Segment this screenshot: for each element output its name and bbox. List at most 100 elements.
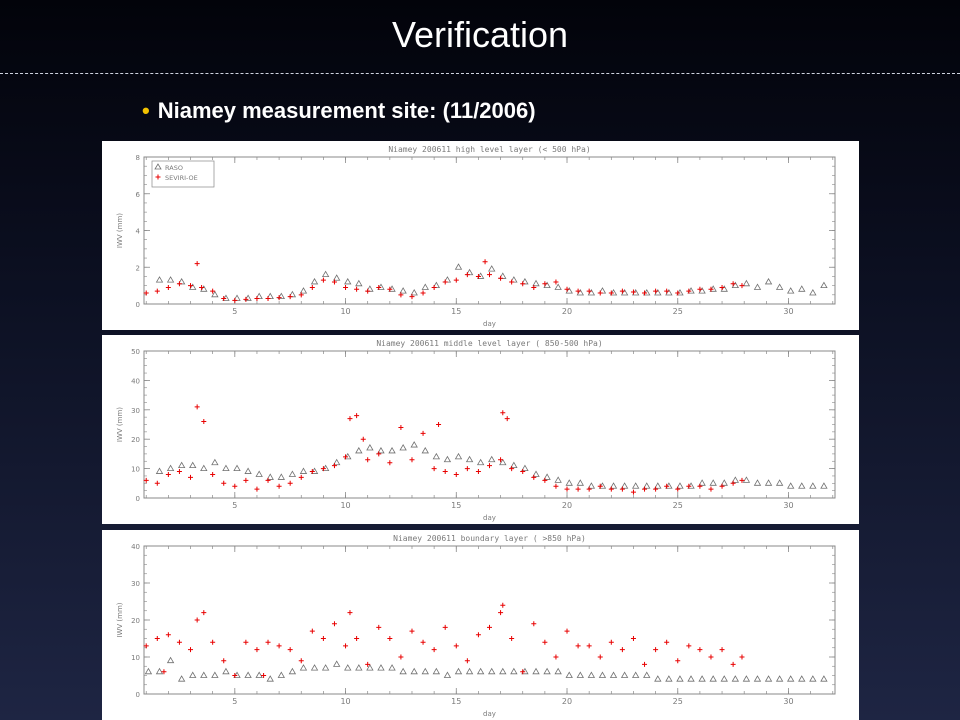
x-tick-label: 25 [673, 307, 683, 316]
seviri-point [442, 469, 448, 475]
y-axis-label: IWV (mm) [116, 407, 124, 442]
x-tick-label: 30 [783, 501, 793, 510]
seviri-point [287, 294, 293, 300]
seviri-point [608, 639, 614, 645]
seviri-point [354, 286, 360, 292]
raso-point [576, 671, 584, 678]
seviri-point [210, 639, 216, 645]
raso-point [499, 667, 507, 675]
raso-point [654, 288, 662, 296]
seviri-point [298, 658, 304, 664]
seviri-point [531, 474, 537, 480]
raso-point [399, 444, 407, 451]
x-axis-label: day [483, 710, 496, 718]
raso-point [631, 671, 640, 678]
raso-point [698, 479, 706, 486]
seviri-point [509, 466, 515, 472]
seviri-point [630, 289, 636, 295]
chart-title: Niamey 200611 middle level layer ( 850-5… [376, 339, 602, 348]
raso-point [233, 464, 241, 471]
seviri-point [221, 295, 227, 301]
raso-point [565, 287, 573, 294]
plot-frame [143, 350, 836, 499]
raso-point [521, 464, 529, 471]
seviri-point [287, 647, 293, 653]
raso-point [454, 452, 463, 460]
seviri-point [739, 654, 745, 660]
seviri-point [165, 471, 171, 477]
seviri-point [500, 410, 506, 416]
raso-point [787, 287, 795, 294]
seviri-point [553, 279, 559, 285]
raso-point [521, 667, 529, 675]
seviri-point [347, 416, 353, 422]
seviri-point [232, 297, 238, 303]
seviri-point [520, 469, 526, 475]
raso-point [399, 287, 407, 294]
seviri-point [320, 636, 326, 641]
seviri-point [201, 610, 207, 616]
y-tick-label: 8 [136, 154, 140, 162]
raso-point [288, 667, 297, 675]
raso-point [565, 479, 573, 486]
raso-point [410, 441, 418, 448]
raso-point [510, 461, 518, 469]
raso-point [731, 675, 740, 682]
raso-point [643, 288, 651, 296]
title-divider [0, 73, 960, 74]
raso-point [177, 675, 186, 682]
raso-point [211, 671, 219, 678]
seviri-point [309, 284, 315, 290]
seviri-point [675, 290, 681, 296]
raso-point [155, 667, 164, 675]
seviri-point [730, 281, 736, 287]
seviri-point [165, 284, 171, 290]
raso-point [598, 671, 607, 678]
seviri-point [586, 643, 592, 649]
legend-seviri-marker [155, 174, 161, 180]
seviri-point [221, 658, 227, 664]
bullet-dot: • [142, 98, 150, 123]
seviri-point [653, 486, 659, 492]
raso-point [687, 287, 695, 294]
x-tick-label: 10 [340, 307, 350, 316]
raso-point [720, 285, 728, 292]
raso-point [344, 664, 352, 671]
seviri-point [575, 486, 581, 492]
raso-point [166, 464, 175, 471]
seviri-point [630, 636, 636, 641]
raso-point [764, 479, 773, 486]
seviri-point [398, 424, 404, 430]
raso-point [332, 660, 341, 667]
seviri-point [409, 457, 415, 463]
raso-point [222, 667, 230, 675]
raso-point [454, 667, 463, 675]
raso-point [288, 470, 297, 477]
raso-point [166, 276, 175, 283]
x-tick-label: 30 [783, 697, 793, 706]
chart-svg-high: Niamey 200611 high level layer (< 500 hP… [116, 145, 836, 328]
seviri-point [482, 259, 488, 265]
raso-point [421, 667, 429, 675]
seviri-point [387, 286, 393, 292]
seviri-point [320, 466, 326, 472]
y-tick-label: 20 [131, 436, 140, 444]
seviri-point [243, 477, 249, 483]
raso-point [753, 675, 762, 682]
raso-point [543, 667, 551, 675]
slide-title: Verification [391, 14, 569, 55]
seviri-point [708, 486, 714, 492]
seviri-point [176, 639, 182, 645]
seviri-point [630, 489, 636, 495]
raso-point [321, 664, 330, 671]
seviri-point [221, 480, 227, 486]
seviri-point [686, 643, 692, 649]
raso-point [787, 482, 795, 489]
raso-point [244, 294, 252, 301]
raso-point [576, 479, 584, 486]
raso-point [775, 675, 784, 682]
raso-point [554, 667, 562, 675]
y-tick-label: 30 [131, 407, 140, 415]
x-tick-label: 25 [673, 697, 683, 706]
raso-point [775, 479, 784, 486]
